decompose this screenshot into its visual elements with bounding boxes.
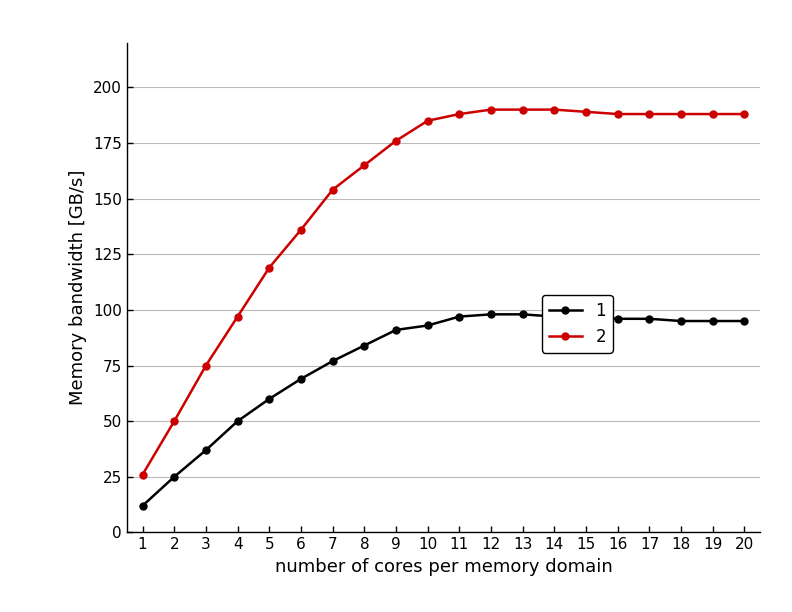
- 1: [740, 318, 749, 325]
- 2: [550, 106, 559, 113]
- 1: [581, 313, 591, 320]
- 2: [645, 110, 654, 118]
- 1: [233, 417, 242, 425]
- Legend: 1, 2: 1, 2: [542, 295, 612, 353]
- 2: [423, 117, 432, 124]
- 1: [296, 375, 306, 382]
- 1: [360, 342, 369, 349]
- 1: [265, 395, 274, 403]
- Line: 1: 1: [139, 311, 748, 509]
- 2: [360, 162, 369, 169]
- 1: [518, 311, 527, 318]
- 1: [455, 313, 464, 320]
- 2: [201, 362, 211, 369]
- 2: [581, 108, 591, 116]
- 2: [391, 137, 401, 144]
- 1: [676, 318, 686, 325]
- 1: [391, 326, 401, 334]
- 2: [676, 110, 686, 118]
- 2: [169, 417, 179, 425]
- 2: [328, 186, 337, 193]
- 2: [296, 226, 306, 233]
- Line: 2: 2: [139, 106, 748, 478]
- 2: [740, 110, 749, 118]
- 2: [708, 110, 718, 118]
- X-axis label: number of cores per memory domain: number of cores per memory domain: [275, 558, 612, 576]
- 2: [233, 313, 242, 320]
- Y-axis label: Memory bandwidth [GB/s]: Memory bandwidth [GB/s]: [70, 170, 87, 405]
- 2: [486, 106, 496, 113]
- 1: [550, 313, 559, 320]
- 1: [328, 357, 337, 365]
- 2: [265, 264, 274, 271]
- 1: [708, 318, 718, 325]
- 1: [138, 502, 147, 509]
- 1: [423, 322, 432, 329]
- 2: [613, 110, 623, 118]
- 1: [201, 446, 211, 453]
- 1: [169, 473, 179, 480]
- 2: [455, 110, 464, 118]
- 1: [486, 311, 496, 318]
- 1: [645, 315, 654, 323]
- 2: [138, 471, 147, 478]
- 1: [613, 315, 623, 323]
- 2: [518, 106, 527, 113]
